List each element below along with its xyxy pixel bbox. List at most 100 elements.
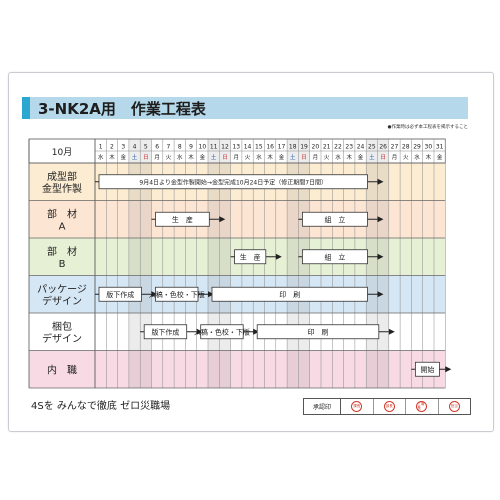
weekend-column bbox=[287, 139, 299, 388]
weekday-label: 土 bbox=[132, 153, 138, 161]
row-label: B bbox=[59, 259, 66, 270]
task-box bbox=[256, 324, 380, 340]
day-number: 13 bbox=[232, 144, 240, 151]
weekday-label: 月 bbox=[313, 154, 319, 161]
weekday-label: 月 bbox=[392, 154, 398, 161]
row-label: 金型作製 bbox=[42, 182, 82, 195]
row-label: 内 職 bbox=[47, 363, 77, 376]
row-label: デザイン bbox=[42, 332, 82, 345]
seal-icon: 部長 bbox=[383, 401, 395, 412]
day-number: 10 bbox=[199, 144, 207, 151]
task-arrowhead bbox=[445, 366, 452, 373]
row-label: デザイン bbox=[42, 294, 82, 307]
weekday-label: 金 bbox=[120, 153, 126, 161]
day-number: 15 bbox=[255, 144, 263, 151]
weekday-label: 水 bbox=[98, 153, 104, 161]
task-label: 開始 bbox=[420, 365, 434, 374]
task-arrowhead bbox=[377, 291, 384, 298]
weekend-column bbox=[366, 139, 378, 388]
stamp-cell: 工場長 bbox=[406, 399, 439, 414]
weekday-label: 木 bbox=[346, 153, 352, 161]
task-box bbox=[234, 249, 267, 265]
task-box bbox=[301, 249, 368, 265]
task-label: 組 立 bbox=[324, 215, 345, 224]
task-label: 生 産 bbox=[240, 252, 261, 261]
task-box bbox=[301, 211, 368, 227]
stamp-cell: 担当 bbox=[439, 399, 471, 414]
weekday-label: 木 bbox=[188, 153, 194, 161]
task-box bbox=[98, 174, 368, 190]
seal-icon: 課長 bbox=[351, 401, 363, 412]
weekday-label: 土 bbox=[211, 153, 217, 161]
day-number: 5 bbox=[144, 144, 148, 151]
day-number: 18 bbox=[289, 144, 297, 151]
task-label: 印 刷 bbox=[308, 328, 329, 336]
title-bar: 3-NK2A用 作業工程表 bbox=[22, 97, 468, 119]
task-label: 版下作成 bbox=[151, 327, 179, 336]
day-number: 16 bbox=[266, 144, 274, 151]
day-number: 30 bbox=[425, 144, 433, 151]
weekday-label: 火 bbox=[166, 155, 172, 161]
weekday-label: 木 bbox=[109, 153, 115, 161]
day-number: 7 bbox=[167, 144, 171, 151]
task-box bbox=[200, 324, 244, 340]
row-label: 部 材 bbox=[47, 245, 77, 258]
weekend-column bbox=[208, 139, 220, 388]
task-label: 印 刷 bbox=[279, 291, 300, 299]
stamp-cell: 課長 bbox=[341, 399, 374, 414]
day-number: 8 bbox=[178, 144, 182, 151]
weekday-label: 水 bbox=[256, 153, 262, 161]
day-number: 12 bbox=[221, 144, 229, 151]
approval-stamp-box: 承認印 課長 部長 工場長 担当 bbox=[303, 398, 471, 415]
day-number: 28 bbox=[402, 144, 410, 151]
weekday-label: 土 bbox=[369, 153, 375, 161]
row-label: パッケージ bbox=[37, 283, 87, 295]
row-background bbox=[29, 350, 446, 388]
safety-slogan: 4Sを みんなで徹底 ゼロ災職場 bbox=[31, 401, 171, 412]
task-arrowhead bbox=[388, 328, 395, 335]
day-number: 6 bbox=[155, 144, 159, 151]
task-box bbox=[155, 211, 210, 227]
weekday-label: 水 bbox=[414, 153, 420, 161]
weekday-label: 日 bbox=[380, 154, 386, 161]
day-number: 9 bbox=[189, 144, 193, 151]
task-label: 入稿・色校・下版 bbox=[194, 327, 250, 336]
row-label: A bbox=[59, 221, 66, 232]
weekday-label: 金 bbox=[358, 153, 364, 161]
task-box bbox=[414, 361, 440, 377]
weekday-label: 月 bbox=[154, 154, 160, 161]
stamp-cell: 部長 bbox=[374, 399, 406, 414]
task-arrowhead bbox=[275, 253, 282, 260]
day-number: 2 bbox=[110, 144, 114, 151]
weekday-label: 月 bbox=[233, 154, 239, 161]
day-number: 4 bbox=[133, 144, 137, 151]
row-label: 梱包 bbox=[52, 320, 72, 333]
task-box bbox=[143, 324, 188, 340]
weekday-label: 火 bbox=[403, 155, 409, 161]
task-label: 版下作成 bbox=[106, 290, 134, 299]
task-arrowhead bbox=[219, 216, 226, 223]
day-number: 20 bbox=[312, 144, 320, 151]
weekend-column bbox=[128, 139, 141, 388]
weekday-label: 日 bbox=[301, 154, 307, 161]
task-label: 組 立 bbox=[324, 252, 345, 261]
day-number: 1 bbox=[99, 144, 103, 151]
weekend-column bbox=[140, 139, 152, 388]
weekday-label: 木 bbox=[267, 153, 273, 161]
task-arrowhead bbox=[377, 253, 384, 260]
weekday-label: 木 bbox=[426, 153, 432, 161]
approval-label: 承認印 bbox=[304, 399, 341, 414]
posting-note: ●作業時は必ず本工程表を掲示すること bbox=[387, 125, 468, 130]
row-label: 成型部 bbox=[47, 170, 77, 183]
day-number: 25 bbox=[368, 144, 376, 151]
weekday-label: 火 bbox=[324, 155, 330, 161]
day-number: 26 bbox=[379, 144, 387, 151]
seal-icon: 担当 bbox=[448, 401, 460, 412]
weekday-label: 土 bbox=[290, 153, 296, 161]
row-label: 部 材 bbox=[47, 207, 77, 220]
task-box bbox=[155, 286, 199, 302]
weekday-label: 日 bbox=[143, 154, 149, 161]
weekend-column bbox=[219, 139, 231, 388]
day-number: 3 bbox=[121, 144, 125, 151]
